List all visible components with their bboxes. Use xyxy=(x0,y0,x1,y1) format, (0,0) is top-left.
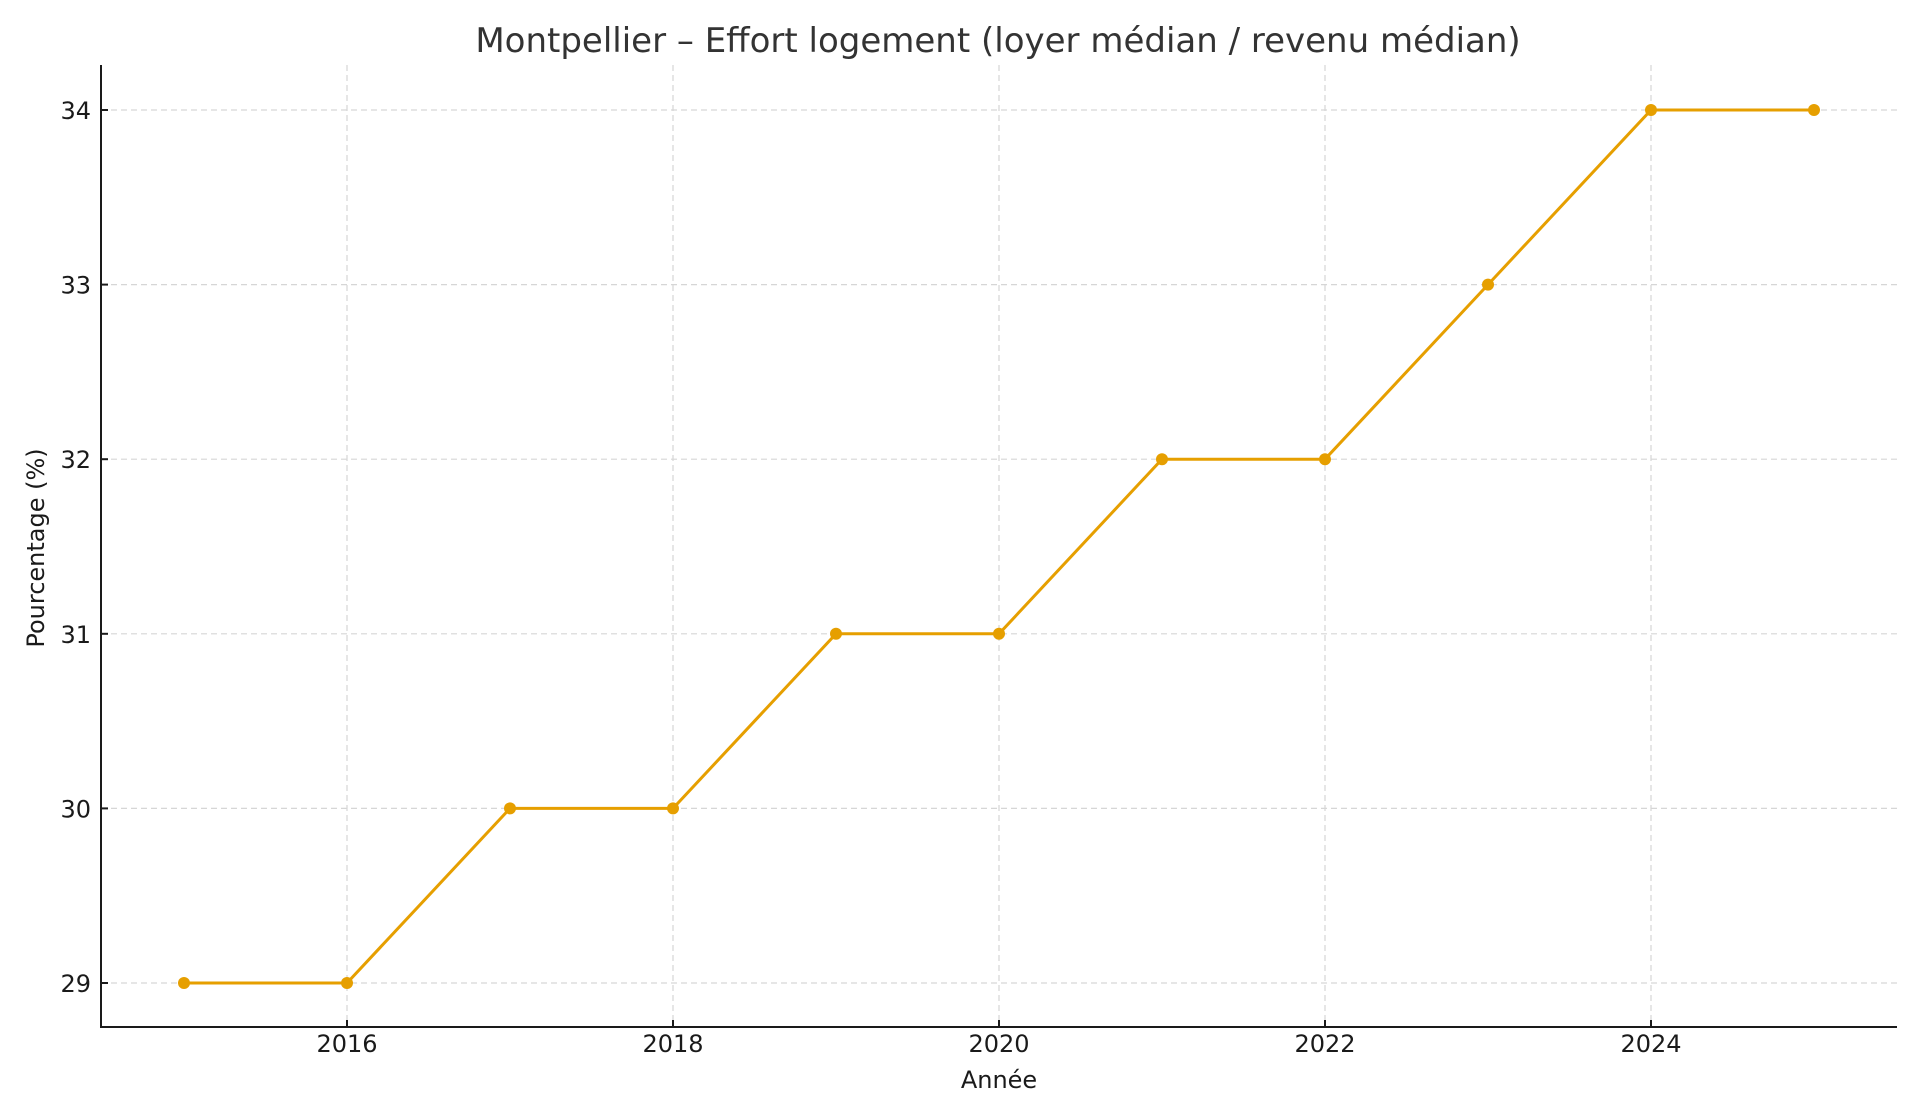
chart-title: Montpellier – Effort logement (loyer méd… xyxy=(475,21,1520,61)
y-tick-label: 31 xyxy=(60,621,91,649)
data-point-marker xyxy=(1156,453,1168,466)
data-point-marker xyxy=(1645,104,1657,116)
x-tick-label: 2018 xyxy=(642,1030,703,1058)
y-axis-ticks: 29 30 31 32 33 34 xyxy=(60,97,108,998)
data-point-marker xyxy=(504,802,516,815)
data-point-marker xyxy=(830,627,842,640)
x-tick-label: 2016 xyxy=(316,1030,377,1058)
data-point-marker xyxy=(178,977,190,989)
x-tick-label: 2024 xyxy=(1620,1030,1681,1058)
y-tick-label: 32 xyxy=(60,446,91,474)
data-point-marker xyxy=(1808,104,1820,116)
y-tick-label: 29 xyxy=(60,970,91,998)
x-tick-label: 2020 xyxy=(968,1030,1029,1058)
data-point-marker xyxy=(1482,278,1494,291)
x-axis-label: Année xyxy=(961,1066,1037,1094)
y-tick-label: 34 xyxy=(60,97,91,125)
y-axis-label: Pourcentage (%) xyxy=(22,448,50,647)
data-series xyxy=(178,104,1820,989)
data-point-marker xyxy=(1319,453,1331,466)
y-tick-label: 33 xyxy=(60,272,91,300)
data-point-marker xyxy=(667,802,679,815)
data-point-marker xyxy=(341,977,353,989)
y-tick-label: 30 xyxy=(60,795,91,823)
x-tick-label: 2022 xyxy=(1294,1030,1355,1058)
x-axis-ticks: 2016 2018 2020 2022 2024 xyxy=(316,1020,1682,1058)
data-point-marker xyxy=(993,627,1005,640)
grid-lines xyxy=(101,65,1897,1027)
